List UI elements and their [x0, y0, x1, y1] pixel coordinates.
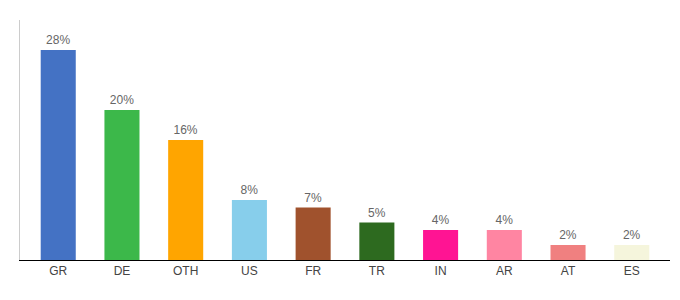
svg-text:28%: 28% — [46, 33, 70, 47]
svg-text:2%: 2% — [623, 228, 641, 242]
svg-text:16%: 16% — [174, 123, 198, 137]
svg-text:20%: 20% — [110, 93, 134, 107]
svg-text:AR: AR — [496, 264, 513, 278]
svg-text:4%: 4% — [495, 213, 513, 227]
svg-text:TR: TR — [369, 264, 385, 278]
svg-text:ES: ES — [624, 264, 640, 278]
svg-text:4%: 4% — [432, 213, 450, 227]
svg-text:2%: 2% — [559, 228, 577, 242]
svg-text:US: US — [241, 264, 258, 278]
svg-text:AT: AT — [561, 264, 576, 278]
svg-text:8%: 8% — [241, 183, 259, 197]
svg-text:5%: 5% — [368, 206, 386, 220]
svg-text:DE: DE — [114, 264, 131, 278]
svg-text:GR: GR — [49, 264, 67, 278]
svg-text:FR: FR — [305, 264, 321, 278]
svg-text:IN: IN — [435, 264, 447, 278]
svg-text:7%: 7% — [304, 191, 322, 205]
svg-text:OTH: OTH — [173, 264, 198, 278]
